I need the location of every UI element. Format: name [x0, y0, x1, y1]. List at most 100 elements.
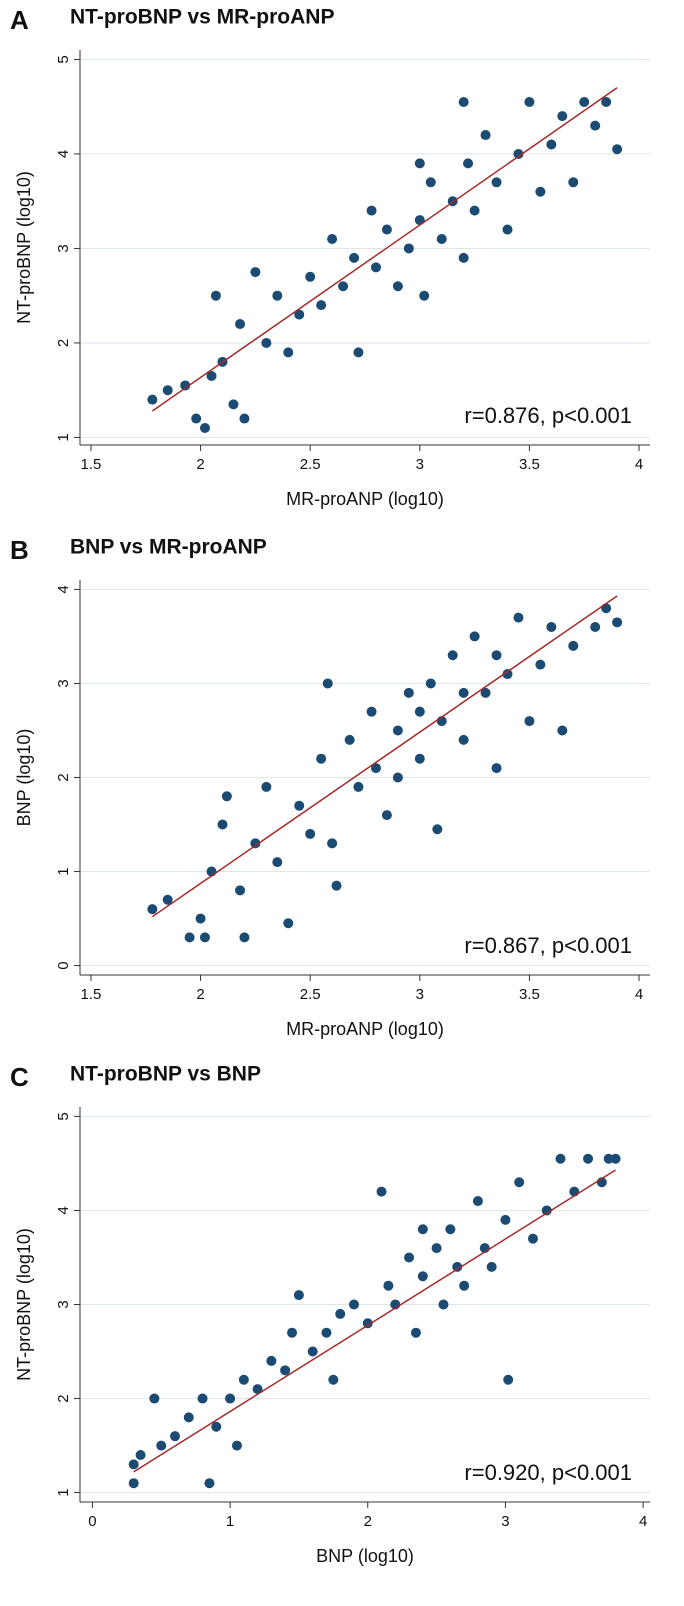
point: [321, 1327, 332, 1338]
y-tick-label: 0: [55, 961, 72, 969]
x-tick-label: 1: [226, 1513, 234, 1530]
point: [601, 603, 612, 614]
point: [261, 781, 272, 792]
point: [305, 828, 316, 839]
point: [535, 186, 546, 197]
point: [344, 734, 355, 745]
annotation: r=0.867, p<0.001: [464, 933, 632, 958]
x-tick-label: 2: [364, 1513, 372, 1530]
panel-label: A: [10, 5, 29, 35]
point: [322, 678, 333, 689]
point: [414, 753, 425, 764]
point: [472, 1196, 483, 1207]
point: [445, 1224, 456, 1235]
point: [348, 1299, 359, 1310]
x-tick-label: 3: [416, 986, 424, 1003]
point: [535, 659, 546, 670]
y-tick-label: 4: [55, 585, 72, 593]
point: [280, 1365, 291, 1376]
x-tick-label: 3.5: [519, 456, 540, 473]
point: [147, 394, 158, 405]
point: [541, 1205, 552, 1216]
point: [287, 1327, 298, 1338]
point: [204, 1478, 215, 1489]
point: [235, 885, 246, 896]
point: [546, 622, 557, 633]
point: [524, 716, 535, 727]
point: [502, 224, 513, 235]
point: [225, 1393, 236, 1404]
y-axis-label: NT-proBNP (log10): [14, 171, 34, 324]
point: [156, 1440, 167, 1451]
point: [307, 1346, 318, 1357]
x-tick-label: 2: [196, 456, 204, 473]
point: [184, 932, 195, 943]
point: [438, 1299, 449, 1310]
point: [524, 96, 535, 107]
point: [199, 932, 210, 943]
y-tick-label: 1: [55, 867, 72, 875]
point: [128, 1459, 139, 1470]
point: [162, 894, 173, 905]
point: [568, 640, 579, 651]
point: [349, 252, 360, 263]
point: [410, 1327, 421, 1338]
point: [316, 753, 327, 764]
point: [228, 399, 239, 410]
point: [381, 224, 392, 235]
point: [305, 271, 316, 282]
point: [469, 631, 480, 642]
x-axis-label: MR-proANP (log10): [286, 1019, 444, 1039]
x-tick-label: 3.5: [519, 986, 540, 1003]
point: [419, 290, 430, 301]
y-tick-label: 5: [55, 55, 72, 63]
x-tick-label: 2.5: [300, 986, 321, 1003]
point: [458, 96, 469, 107]
x-axis-label: BNP (log10): [316, 1546, 414, 1566]
point: [568, 177, 579, 188]
y-tick-label: 5: [55, 1112, 72, 1120]
point: [250, 838, 261, 849]
point: [469, 205, 480, 216]
x-tick-label: 4: [639, 1513, 647, 1530]
point: [417, 1271, 428, 1282]
point: [235, 319, 246, 330]
point: [480, 687, 491, 698]
x-tick-label: 0: [88, 1513, 96, 1530]
x-tick-label: 1.5: [81, 456, 102, 473]
y-tick-label: 4: [55, 1206, 72, 1214]
point: [381, 810, 392, 821]
x-tick-label: 2.5: [300, 456, 321, 473]
y-tick-label: 3: [55, 244, 72, 252]
point: [514, 1177, 525, 1188]
point: [503, 1374, 514, 1385]
point: [383, 1280, 394, 1291]
point: [238, 1374, 249, 1385]
chart-title: NT-proBNP vs BNP: [70, 1063, 261, 1086]
x-tick-label: 1.5: [81, 986, 102, 1003]
point: [425, 177, 436, 188]
point: [149, 1393, 160, 1404]
x-tick-label: 3: [416, 456, 424, 473]
point: [612, 617, 623, 628]
point: [557, 111, 568, 122]
point: [180, 380, 191, 391]
point: [266, 1355, 277, 1366]
point: [610, 1153, 621, 1164]
point: [294, 309, 305, 320]
fit-line: [151, 87, 618, 412]
x-tick-label: 3: [501, 1513, 509, 1530]
point: [458, 687, 469, 698]
point: [590, 120, 601, 131]
point: [432, 824, 443, 835]
point: [480, 130, 491, 141]
point: [283, 347, 294, 358]
point: [221, 791, 232, 802]
x-tick-label: 4: [635, 456, 643, 473]
fit-line: [151, 595, 618, 918]
point: [162, 385, 173, 396]
point: [135, 1449, 146, 1460]
point: [197, 1393, 208, 1404]
point: [425, 678, 436, 689]
